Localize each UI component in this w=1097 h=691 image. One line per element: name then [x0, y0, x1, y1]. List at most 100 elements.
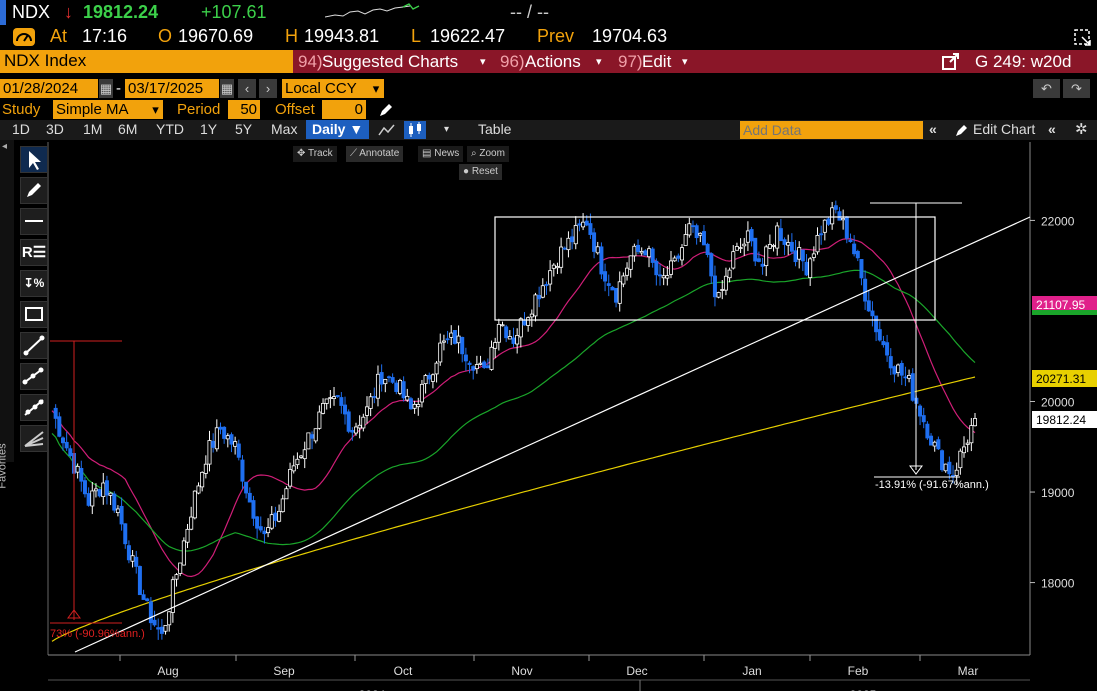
price-tag: 21107.95 [1032, 296, 1097, 315]
frequency-select[interactable]: Daily ▼ [306, 120, 369, 139]
actions-menu[interactable]: Actions [525, 52, 581, 72]
period-1m[interactable]: 1M [83, 120, 102, 139]
candle [933, 441, 936, 452]
gear-icon[interactable]: ✲ [1075, 120, 1088, 139]
rise-label: 73% (-90.96%ann.) [50, 628, 145, 640]
candle-body [340, 398, 343, 406]
edit-chart-button[interactable]: Edit Chart [973, 120, 1035, 139]
calendar-icon[interactable]: ▦ [220, 79, 234, 98]
candle [864, 270, 867, 310]
price-chart[interactable]: 18000 19000 20000 22000 Aug Sep Oct Nov Dec Jan Fe… [0, 140, 1097, 691]
next-period-icon[interactable]: › [259, 79, 277, 98]
line-chart-icon[interactable] [378, 122, 396, 138]
channel-icon[interactable] [20, 363, 48, 390]
news-button[interactable]: ▤ News [418, 146, 463, 162]
stats-bar: At 17:16 O 19670.69 H 19943.81 L 19622.4… [0, 25, 1097, 49]
edit-num: 97) [618, 52, 643, 72]
last-price: 19812.24 [83, 2, 158, 23]
reset-button[interactable]: ● Reset [459, 164, 502, 180]
candle-body [717, 292, 720, 297]
favorites-tab[interactable]: Favorites [0, 440, 14, 500]
percent-tool-icon[interactable]: ↧% [20, 270, 48, 297]
candle [450, 325, 453, 345]
candle-body [479, 363, 482, 364]
candle-body [636, 245, 639, 251]
price-tag: 20271.31 [1032, 370, 1097, 387]
period-1d[interactable]: 1D [12, 120, 30, 139]
period-max[interactable]: Max [271, 120, 297, 139]
redo-icon[interactable]: ↷ [1063, 79, 1090, 98]
draw-tool-icon[interactable] [20, 177, 48, 204]
candle-body [721, 289, 724, 290]
chevron-down-icon[interactable]: ▾ [444, 120, 449, 139]
candle [527, 316, 530, 331]
collapse-icon[interactable]: « [929, 120, 937, 139]
retracement-icon[interactable]: R☰ [20, 239, 48, 266]
calendar-icon[interactable]: ▦ [99, 79, 113, 98]
trendline-icon[interactable] [20, 332, 48, 359]
candle [193, 490, 196, 519]
track-label: Track [308, 148, 333, 159]
candle-body [640, 251, 643, 253]
candle [453, 330, 456, 344]
annotate-button[interactable]: ⟋ Annotate [346, 146, 403, 162]
period-field[interactable]: 50 [228, 100, 260, 119]
candle-body [735, 246, 738, 250]
start-date-field[interactable]: 01/28/2024 [0, 79, 98, 98]
candle [673, 256, 676, 262]
rectangle-icon[interactable] [20, 301, 48, 328]
zoom-button[interactable]: ⌕ Zoom [467, 146, 509, 162]
candle-body [644, 251, 647, 255]
candle-body [523, 321, 526, 325]
end-date-field[interactable]: 03/17/2025 [125, 79, 219, 98]
candle [959, 448, 962, 474]
security-field[interactable]: NDX Index [0, 50, 293, 73]
add-data-input[interactable] [740, 121, 923, 139]
candle-body [464, 355, 467, 361]
candle-chart-icon[interactable] [404, 121, 426, 139]
candle-body [882, 341, 885, 344]
y-tick-label: 19000 [1041, 486, 1075, 500]
period-1y[interactable]: 1Y [200, 120, 217, 139]
pointer-tool-icon[interactable] [20, 146, 48, 173]
candle-body [197, 486, 200, 493]
suggested-num: 94) [298, 52, 323, 72]
undo-icon[interactable]: ↶ [1033, 79, 1060, 98]
period-6m[interactable]: 6M [118, 120, 137, 139]
launch-icon[interactable] [942, 53, 960, 71]
candle-body [538, 295, 541, 298]
period-3d[interactable]: 3D [46, 120, 64, 139]
edit-menu[interactable]: Edit [642, 52, 671, 72]
candle-body [256, 517, 259, 528]
candle-body [651, 249, 654, 262]
x-tick-label: Feb [848, 664, 869, 678]
fan-icon[interactable] [20, 425, 48, 452]
pencil-icon[interactable] [378, 102, 394, 118]
candle [483, 360, 486, 369]
table-button[interactable]: Table [478, 120, 511, 139]
quote-ticker[interactable]: NDX [12, 2, 50, 23]
candle [237, 440, 240, 461]
horizontal-line-icon[interactable] [20, 208, 48, 235]
annotate-label: Annotate [359, 148, 399, 159]
candle [809, 257, 812, 286]
offset-field[interactable]: 0 [322, 100, 366, 119]
candle-body [54, 408, 57, 418]
candle-body [812, 254, 815, 258]
study-select[interactable]: Simple MA [53, 100, 163, 119]
period-5y[interactable]: 5Y [235, 120, 252, 139]
prev-period-icon[interactable]: ‹ [238, 79, 256, 98]
period-ytd[interactable]: YTD [156, 120, 184, 139]
track-button[interactable]: ✥ Track [293, 146, 337, 162]
candle-body [842, 218, 845, 219]
candle [735, 243, 738, 251]
pitchfork-icon[interactable] [20, 394, 48, 421]
candle [508, 330, 511, 339]
candle-body [80, 468, 83, 481]
collapse-right-icon[interactable]: « [1048, 120, 1056, 139]
collapse-left-icon[interactable]: ◂ [2, 141, 7, 152]
expand-icon[interactable] [1073, 28, 1093, 48]
candle [490, 341, 493, 371]
suggested-charts-menu[interactable]: Suggested Charts [322, 52, 458, 72]
candle [127, 540, 130, 563]
